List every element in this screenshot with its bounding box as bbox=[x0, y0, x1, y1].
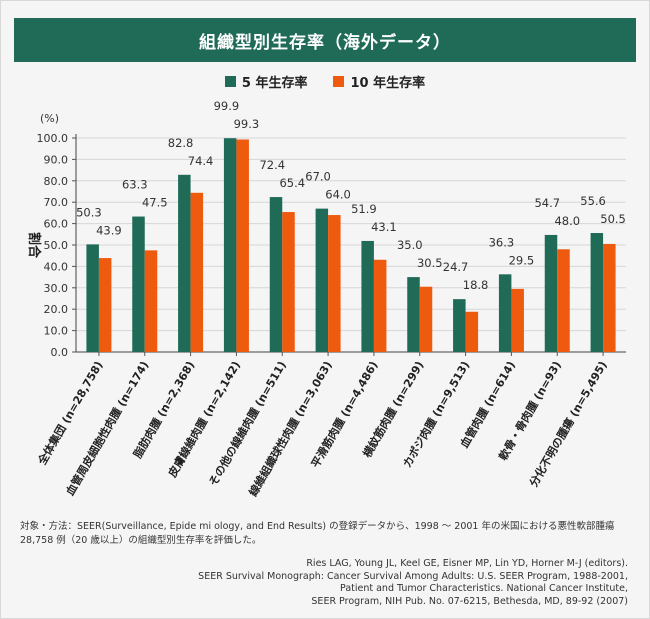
legend-label-10yr: 10 年生存率 bbox=[350, 76, 426, 91]
citation-line: Patient and Tumor Characteristics. Natio… bbox=[340, 583, 628, 594]
bar-5yr bbox=[269, 197, 283, 352]
footnote: 対象・方法：SEER(Surveillance, Epide mi ology,… bbox=[20, 521, 615, 546]
data-label-5yr: 72.4 bbox=[259, 158, 285, 172]
x-tick-label: 分化不明の腫瘍 (n=5,495) bbox=[526, 359, 609, 490]
y-tick-label: 30.0 bbox=[44, 282, 69, 295]
data-label-10yr: 50.5 bbox=[600, 212, 626, 226]
y-tick-label: 50.0 bbox=[44, 239, 69, 252]
data-label-5yr: 55.6 bbox=[580, 194, 606, 208]
bar-5yr bbox=[315, 208, 329, 352]
data-label-5yr: 51.9 bbox=[351, 202, 377, 216]
data-label-10yr: 43.9 bbox=[96, 223, 122, 237]
bar-5yr bbox=[223, 138, 237, 352]
data-label-5yr: 24.7 bbox=[443, 260, 469, 274]
bar-5yr bbox=[498, 274, 512, 352]
bar-5yr bbox=[86, 244, 99, 352]
bar-5yr bbox=[407, 277, 420, 352]
citation: Ries LAG, Young JL, Keel GE, Eisner MP, … bbox=[158, 558, 628, 608]
data-label-10yr: 43.1 bbox=[371, 220, 397, 234]
bar-10yr bbox=[144, 250, 158, 352]
bar-10yr bbox=[557, 249, 570, 352]
bar-10yr bbox=[282, 212, 295, 352]
y-tick-label: 0.0 bbox=[51, 346, 69, 359]
chart-title-text: 組織型別生存率（海外データ） bbox=[199, 32, 451, 53]
y-tick-label: 40.0 bbox=[44, 260, 69, 273]
legend-label-5yr: 5 年生存率 bbox=[241, 76, 308, 91]
y-tick-label: 80.0 bbox=[44, 175, 69, 188]
y-tick-label: 70.0 bbox=[44, 196, 69, 209]
citation-line: Ries LAG, Young JL, Keel GE, Eisner MP, … bbox=[306, 558, 628, 569]
bar-10yr bbox=[236, 139, 249, 352]
data-label-5yr: 54.7 bbox=[534, 196, 560, 210]
y-tick-label: 100.0 bbox=[37, 132, 69, 145]
data-label-10yr: 30.5 bbox=[417, 256, 443, 270]
data-label-5yr: 99.9 bbox=[214, 99, 240, 113]
data-label-5yr: 36.3 bbox=[489, 235, 515, 249]
citation-line: SEER Survival Monograph: Cancer Survival… bbox=[198, 570, 628, 582]
y-tick-label: 90.0 bbox=[44, 153, 69, 166]
bar-5yr bbox=[544, 234, 558, 352]
x-tick-label: 血管周皮細胞性肉腫 (n=174) bbox=[63, 359, 152, 498]
x-tick-label: その他の線維肉腫 (n=511) bbox=[206, 359, 289, 489]
bar-chart: 0.0 10.0 20.0 30.0 40.0 50.0 60.0 70.0 80.0 90.0 1… bbox=[26, 99, 626, 499]
bar-10yr bbox=[603, 243, 616, 352]
data-label-10yr: 48.0 bbox=[554, 214, 580, 228]
data-label-5yr: 63.3 bbox=[122, 178, 148, 192]
chart-title: 組織型別生存率（海外データ） bbox=[14, 18, 636, 62]
data-label-10yr: 18.8 bbox=[463, 278, 489, 292]
data-label-10yr: 65.4 bbox=[279, 176, 305, 190]
y-tick-label: 10.0 bbox=[44, 325, 69, 338]
legend-item-5yr: 5 年生存率 bbox=[224, 72, 308, 91]
data-label-10yr: 64.0 bbox=[325, 188, 351, 202]
y-tick-label: 20.0 bbox=[44, 303, 69, 316]
data-label-10yr: 47.5 bbox=[142, 196, 168, 210]
y-axis-unit: (%) bbox=[40, 112, 59, 125]
bar-5yr bbox=[178, 174, 191, 352]
chart-legend: 5 年生存率 10 年生存率 bbox=[0, 72, 650, 91]
bar-10yr bbox=[190, 192, 204, 352]
x-tick-label: 線維組織球性肉腫 (n=3,063) bbox=[246, 359, 335, 499]
y-tick-label: 60.0 bbox=[44, 218, 69, 231]
bar-10yr bbox=[328, 215, 341, 352]
bar-10yr bbox=[98, 258, 112, 352]
legend-swatch-10yr bbox=[333, 76, 345, 87]
bar-5yr bbox=[453, 299, 466, 352]
y-axis-label: 割合 bbox=[26, 232, 42, 259]
data-label-5yr: 67.0 bbox=[305, 170, 331, 184]
legend-swatch-5yr bbox=[224, 76, 236, 87]
bar-10yr bbox=[373, 259, 387, 352]
legend-item-10yr: 10 年生存率 bbox=[333, 72, 425, 91]
bar-10yr bbox=[465, 311, 479, 352]
bar-10yr bbox=[511, 288, 524, 352]
bar-5yr bbox=[590, 233, 604, 352]
citation-line: SEER Program, NIH Pub. No. 07-6215, Beth… bbox=[311, 595, 628, 607]
data-label-10yr: 74.4 bbox=[188, 154, 214, 168]
data-label-10yr: 99.3 bbox=[234, 117, 260, 131]
bar-10yr bbox=[419, 286, 433, 352]
data-label-5yr: 82.8 bbox=[168, 136, 194, 150]
bar-5yr bbox=[361, 240, 374, 352]
bar-5yr bbox=[132, 216, 145, 352]
data-label-5yr: 50.3 bbox=[76, 205, 102, 219]
data-label-10yr: 29.5 bbox=[509, 253, 535, 267]
data-label-5yr: 35.0 bbox=[397, 238, 423, 252]
